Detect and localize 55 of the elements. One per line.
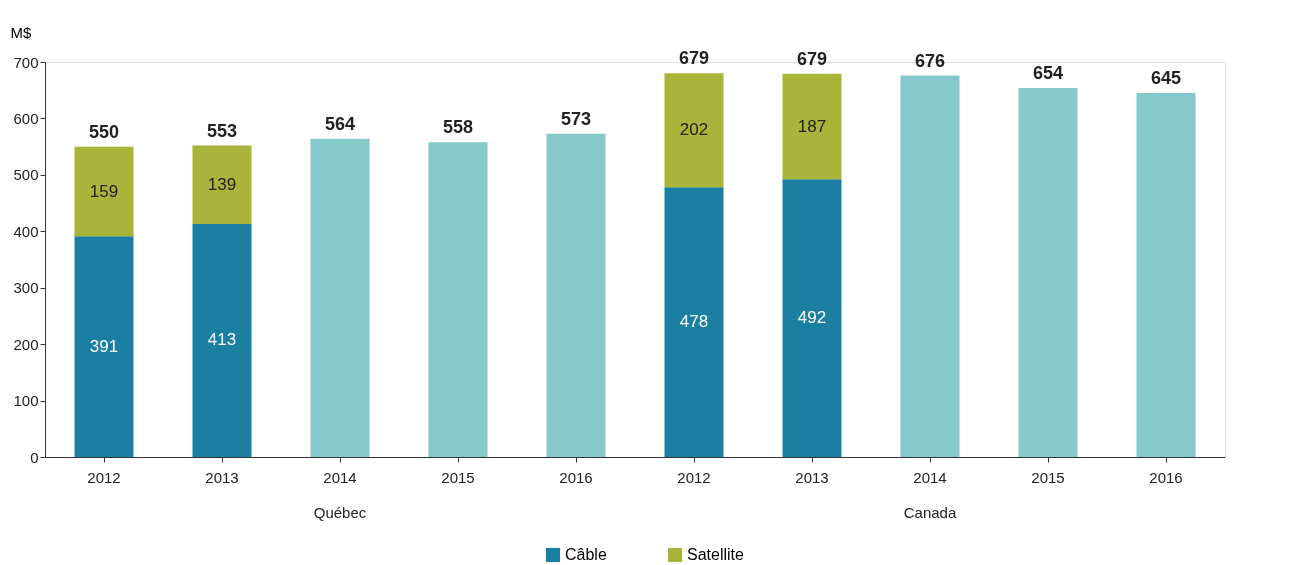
bar: [310, 138, 370, 457]
y-tick-label: 500: [13, 166, 39, 184]
total-label: 679: [796, 48, 828, 69]
bar: [428, 142, 488, 457]
y-tick-label: 700: [13, 53, 39, 71]
total-label: 654: [1032, 62, 1064, 83]
data-label: 391: [89, 336, 119, 356]
bar: [192, 145, 252, 224]
bar: [1018, 87, 1078, 457]
data-label: 187: [797, 116, 827, 136]
data-label: 139: [207, 174, 237, 194]
bar: [900, 75, 960, 457]
legend-label: Câble: [565, 546, 607, 563]
bar: [1136, 93, 1196, 457]
total-label: 550: [88, 121, 120, 142]
total-label: 676: [914, 50, 946, 71]
data-label: 492: [797, 308, 827, 328]
bar: [664, 73, 724, 188]
y-tick-label: 100: [13, 392, 39, 410]
total-label: 645: [1150, 68, 1182, 89]
x-tick-label: 2013: [205, 468, 239, 486]
bar: [192, 223, 252, 457]
total-label: 558: [442, 117, 474, 138]
x-tick-label: 2015: [1031, 468, 1065, 486]
x-tick-label: 2014: [913, 468, 947, 486]
total-label: 679: [678, 48, 710, 69]
x-tick-label: 2012: [87, 468, 121, 486]
y-tick-label: 400: [13, 222, 39, 240]
x-tick-label: 2016: [559, 468, 593, 486]
total-label: 573: [560, 108, 592, 129]
text: Canada: [903, 504, 957, 521]
data-label: 478: [679, 312, 709, 332]
bar: [74, 146, 134, 237]
y-tick-label: 600: [13, 109, 39, 127]
y-tick-label: 200: [13, 335, 39, 353]
y-tick-label: 300: [13, 279, 39, 297]
x-tick-label: 2016: [1149, 468, 1183, 486]
bar: [782, 73, 842, 180]
x-tick-label: 2015: [441, 468, 475, 486]
data-label: 202: [679, 120, 709, 140]
total-label: 564: [324, 113, 356, 134]
bar: [74, 236, 134, 457]
legend-label: Satellite: [687, 546, 745, 563]
data-label: 159: [89, 181, 119, 201]
y-tick-label: 0: [30, 448, 39, 466]
x-tick-label: 2014: [323, 468, 357, 486]
bar: [782, 179, 842, 457]
bar: [664, 187, 724, 457]
total-label: 553: [206, 120, 238, 141]
text: Québec: [313, 504, 367, 521]
bar: [546, 133, 606, 457]
x-tick-label: 2013: [795, 468, 829, 486]
x-tick-label: 2012: [677, 468, 711, 486]
data-label: 413: [207, 330, 237, 350]
y-axis-title: M$: [10, 23, 32, 41]
